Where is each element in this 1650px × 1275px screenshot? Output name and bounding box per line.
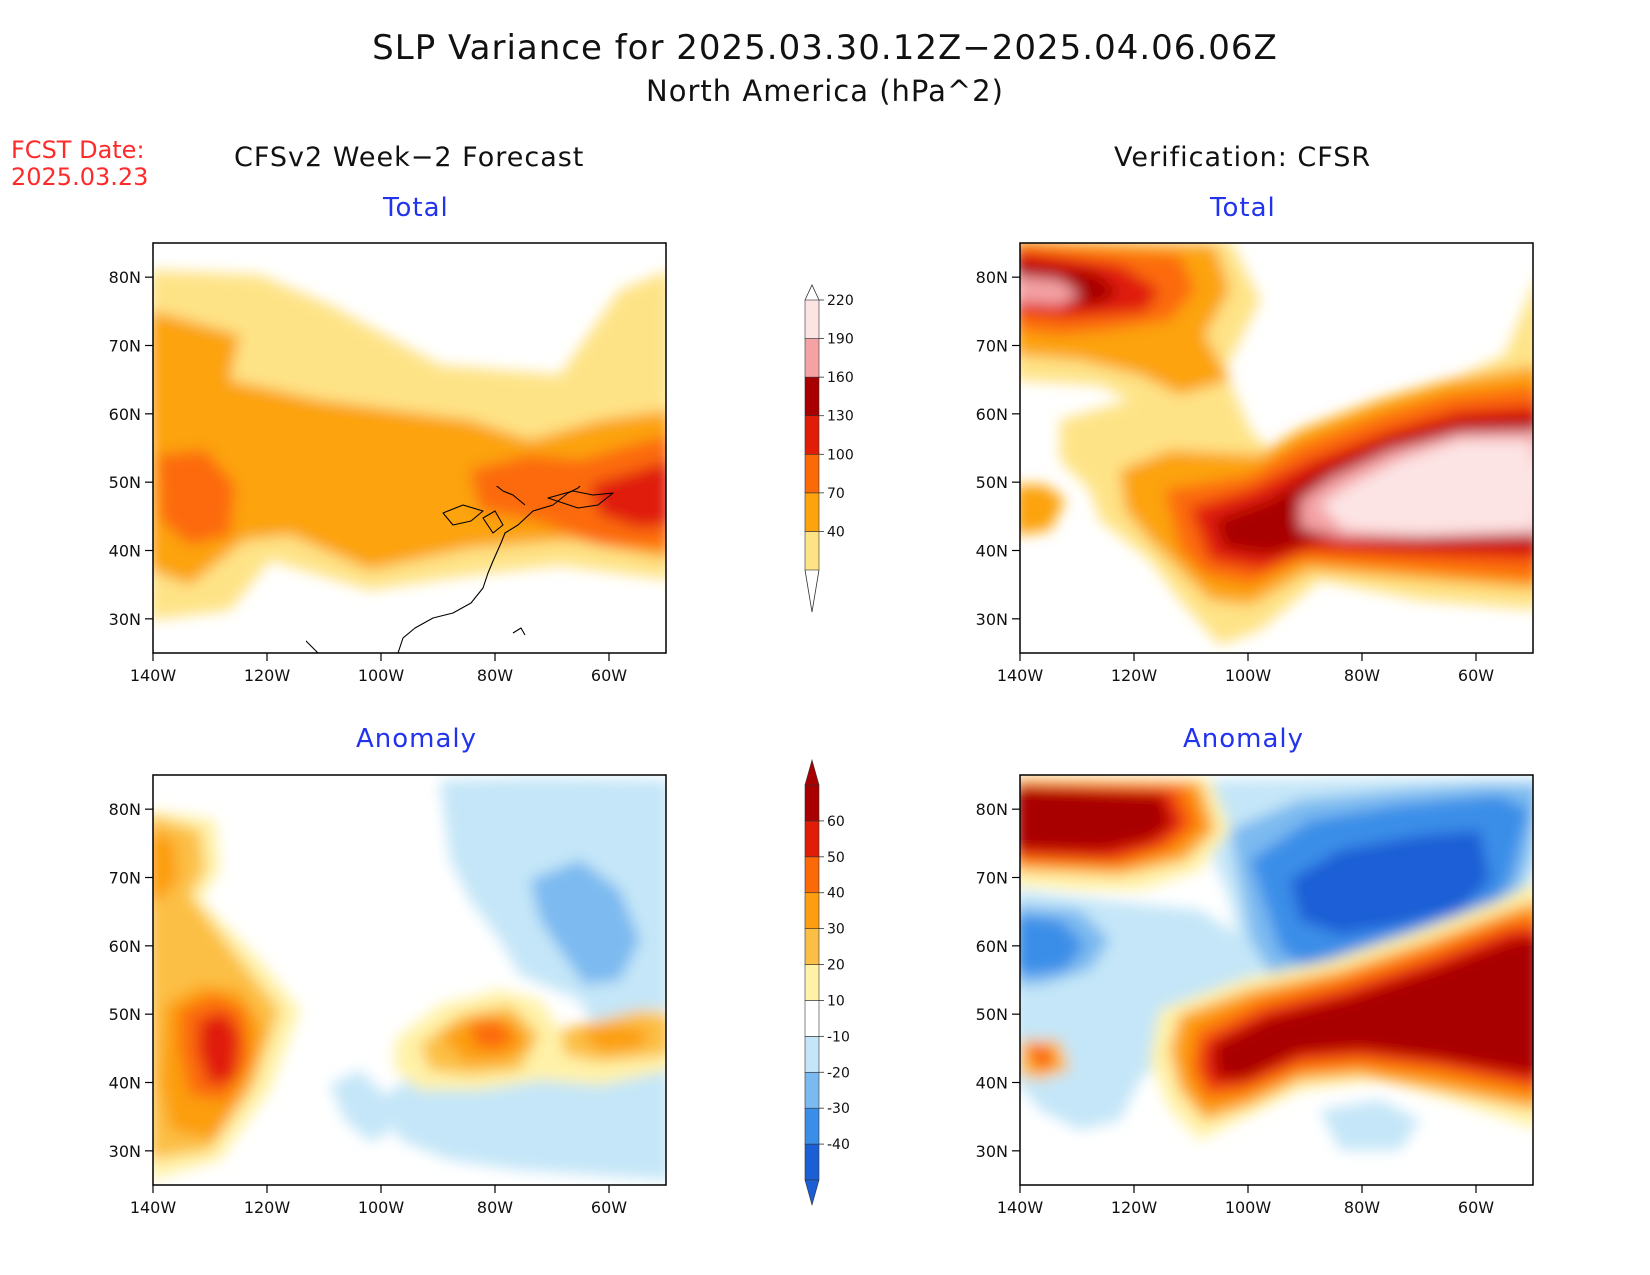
anomaly-colorbar-level-label: 60 — [827, 814, 845, 830]
forecast-total-lon-tick-label: 80W — [477, 666, 513, 685]
total-colorbar-swatch — [804, 531, 820, 571]
page-subtitle: North America (hPa^2) — [646, 74, 1004, 108]
verification-anomaly-lat-tick-label: 80N — [976, 800, 1008, 819]
total-colorbar-level-label: 130 — [827, 409, 854, 425]
verification-anomaly-lon-tick-label: 60W — [1458, 1198, 1494, 1217]
verification-anomaly-lon-tick-label: 80W — [1344, 1198, 1380, 1217]
forecast-total-map — [152, 242, 667, 654]
verification-total-title: Total — [1210, 193, 1276, 223]
anomaly-colorbar-level-label: -40 — [827, 1137, 850, 1153]
anomaly-colorbar-swatch — [804, 892, 820, 929]
forecast-total-lon-tick-label: 60W — [591, 666, 627, 685]
total-colorbar-swatch — [804, 492, 820, 532]
verification-total-lat-tick-label: 50N — [976, 473, 1008, 492]
forecast-date-label: FCST Date: — [11, 136, 145, 164]
verification-total-map — [1019, 242, 1534, 654]
anomaly-colorbar-swatch — [804, 1000, 820, 1037]
forecast-total-lat-tick-label: 30N — [109, 610, 141, 629]
total-colorbar-swatch — [804, 338, 820, 378]
anomaly-colorbar-level-label: 40 — [827, 886, 845, 902]
forecast-anomaly-lat-tick-label: 80N — [109, 800, 141, 819]
forecast-anomaly-lon-tick-label: 60W — [591, 1198, 627, 1217]
verification-anomaly-lon-tick-label: 120W — [1111, 1198, 1158, 1217]
anomaly-colorbar-swatch — [804, 964, 820, 1001]
total-colorbar-swatch — [804, 453, 820, 494]
verification-anomaly-lat-tick-label: 60N — [976, 937, 1008, 956]
total-colorbar-swatch — [804, 376, 820, 417]
anomaly-colorbar-level-label: 20 — [827, 958, 845, 974]
verification-anomaly-title: Anomaly — [1183, 724, 1305, 754]
total-colorbar-level-label: 190 — [827, 332, 854, 348]
map-axes: 80N 70N 60N 50N 40N 30N 140W 120W 100W 80W 60W 80N 7… — [109, 268, 1495, 1217]
page-title: SLP Variance for 2025.03.30.12Z−2025.04.… — [372, 28, 1278, 68]
anomaly-colorbar-swatch — [804, 820, 820, 858]
verification-total-lat-tick-label: 30N — [976, 610, 1008, 629]
forecast-anomaly-title: Anomaly — [356, 724, 478, 754]
forecast-anomaly-lat-tick-label: 40N — [109, 1074, 141, 1093]
total-colorbar-level-label: 160 — [827, 370, 854, 386]
total-colorbar-level-label: 70 — [827, 486, 845, 502]
anomaly-colorbar-level-label: 50 — [827, 850, 845, 866]
anomaly-colorbar-level-label: -20 — [827, 1065, 850, 1081]
forecast-total-lat-tick-label: 50N — [109, 473, 141, 492]
forecast-total-lon-tick-label: 120W — [244, 666, 291, 685]
verification-anomaly-lon-tick-label: 100W — [1225, 1198, 1272, 1217]
anomaly-colorbar-swatch — [804, 856, 820, 894]
forecast-anomaly-lat-tick-label: 70N — [109, 869, 141, 888]
total-colorbar-level-label: 220 — [827, 293, 854, 309]
forecast-total-lon-tick-label: 140W — [130, 666, 177, 685]
anomaly-colorbar-swatch — [804, 1036, 820, 1073]
anomaly-colorbar: -40 -30 -20 -10 10 20 30 40 50 60 — [804, 758, 850, 1207]
total-colorbar-swatch — [804, 415, 820, 455]
verification-total-lat-tick-label: 80N — [976, 268, 1008, 287]
anomaly-colorbar-swatch — [804, 928, 820, 965]
forecast-total-lat-tick-label: 40N — [109, 542, 141, 561]
forecast-anomaly-lat-tick-label: 50N — [109, 1005, 141, 1024]
total-colorbar: 40 70 100 130 160 190 220 — [804, 284, 854, 613]
verification-anomaly-lat-tick-label: 50N — [976, 1005, 1008, 1024]
verification-anomaly-lat-tick-label: 30N — [976, 1142, 1008, 1161]
forecast-total-lon-tick-label: 100W — [358, 666, 405, 685]
forecast-total-lat-tick-label: 80N — [109, 268, 141, 287]
forecast-anomaly-lon-tick-label: 140W — [130, 1198, 177, 1217]
verification-total-lon-tick-label: 60W — [1458, 666, 1494, 685]
colorbars: 40 70 100 130 160 190 220 -40 -30 -20 -10 10 20 30 40 5… — [804, 284, 854, 1207]
total-colorbar-level-label: 100 — [827, 447, 854, 463]
anomaly-colorbar-level-label: 30 — [827, 922, 845, 938]
verification-total-lon-tick-label: 100W — [1225, 666, 1272, 685]
verification-anomaly-lat-tick-label: 70N — [976, 869, 1008, 888]
forecast-total-lat-tick-label: 70N — [109, 337, 141, 356]
anomaly-colorbar-level-label: -10 — [827, 1029, 850, 1045]
forecast-anomaly-lon-tick-label: 120W — [244, 1198, 291, 1217]
forecast-date-block: FCST Date: 2025.03.23 — [11, 137, 148, 191]
total-colorbar-level-label: 40 — [827, 524, 845, 540]
verification-total-lat-tick-label: 60N — [976, 405, 1008, 424]
forecast-anomaly-lat-tick-label: 60N — [109, 937, 141, 956]
verification-total-lat-tick-label: 70N — [976, 337, 1008, 356]
verification-total-lon-tick-label: 120W — [1111, 666, 1158, 685]
anomaly-colorbar-level-label: -30 — [827, 1101, 850, 1117]
anomaly-colorbar-swatch — [804, 1071, 820, 1109]
forecast-anomaly-map — [152, 774, 667, 1186]
anomaly-colorbar-swatch — [804, 1107, 820, 1145]
anomaly-colorbar-level-label: 10 — [827, 993, 845, 1009]
forecast-anomaly-lat-tick-label: 30N — [109, 1142, 141, 1161]
verification-anomaly-map — [1019, 774, 1534, 1186]
verification-total-lon-tick-label: 140W — [997, 666, 1044, 685]
anomaly-colorbar-swatch — [804, 1143, 820, 1181]
forecast-date-value: 2025.03.23 — [11, 163, 149, 191]
total-colorbar-swatch — [804, 299, 820, 339]
anomaly-colorbar-swatch — [804, 784, 820, 822]
verification-total-lat-tick-label: 40N — [976, 542, 1008, 561]
forecast-total-lat-tick-label: 60N — [109, 405, 141, 424]
forecast-anomaly-lon-tick-label: 100W — [358, 1198, 405, 1217]
verification-column-title: Verification: CFSR — [1114, 142, 1372, 173]
forecast-anomaly-lon-tick-label: 80W — [477, 1198, 513, 1217]
verification-anomaly-lon-tick-label: 140W — [997, 1198, 1044, 1217]
verification-anomaly-lat-tick-label: 40N — [976, 1074, 1008, 1093]
forecast-column-title: CFSv2 Week−2 Forecast — [234, 142, 585, 173]
verification-total-lon-tick-label: 80W — [1344, 666, 1380, 685]
forecast-total-title: Total — [383, 193, 449, 223]
